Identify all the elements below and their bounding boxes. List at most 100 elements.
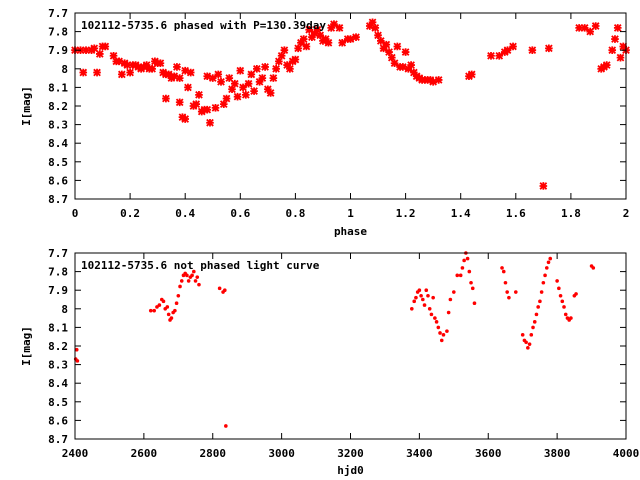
phased-data-point (258, 74, 267, 82)
unphased-y-tick-label: 8.5 (48, 396, 68, 409)
unphased-data-point (217, 286, 222, 291)
phased-data-point (382, 40, 391, 49)
unphased-data-point (190, 273, 194, 278)
unphased-data-point (500, 266, 504, 270)
unphased-x-axis-label: hjd0 (337, 464, 364, 477)
phased-y-tick-label: 8.3 (48, 119, 68, 132)
phased-data-point (393, 42, 402, 51)
phased-data-point (495, 51, 504, 60)
unphased-x-tick-label: 3200 (337, 447, 364, 460)
unphased-data-point (514, 290, 518, 294)
unphased-data-point (192, 269, 196, 274)
phased-data-point (528, 46, 537, 55)
unphased-data-point (412, 299, 417, 304)
phased-y-tick-label: 8.1 (48, 81, 68, 94)
unphased-data-point (569, 316, 573, 320)
unphased-x-tick-label: 3600 (475, 447, 502, 460)
phased-data-point (429, 77, 437, 86)
unphased-data-point (548, 256, 553, 261)
phased-data-point (385, 48, 393, 56)
unphased-data-point (526, 346, 530, 350)
phased-data-point (324, 38, 333, 47)
phased-data-point (173, 63, 181, 71)
unphased-x-tick-label: 4000 (613, 447, 640, 460)
phased-data-point (117, 70, 126, 79)
phased-y-tick-label: 8.4 (48, 137, 68, 150)
phased-data-point (575, 24, 584, 32)
phased-data-point (203, 72, 212, 81)
unphased-data-point (193, 279, 198, 283)
unphased-data-point (455, 273, 460, 278)
phased-data-point (264, 85, 272, 94)
unphased-data-point (434, 320, 439, 324)
unphased-data-point (557, 286, 561, 291)
phased-data-point (379, 44, 388, 53)
phased-data-point (338, 38, 347, 47)
phased-data-point (602, 61, 611, 69)
phased-y-tick-label: 7.7 (48, 7, 68, 20)
phased-data-point (214, 70, 223, 79)
phased-data-point (228, 85, 236, 94)
unphased-data-point (223, 288, 227, 293)
phased-data-point (299, 35, 308, 43)
phased-data-point (387, 53, 396, 62)
phased-data-point (79, 68, 88, 77)
unphased-data-point (185, 273, 189, 278)
unphased-data-point (441, 333, 446, 337)
unphased-y-tick-label: 8.2 (48, 340, 68, 353)
phased-y-tick-label: 8.2 (48, 100, 68, 113)
phased-data-point (164, 70, 173, 79)
unphased-data-point (429, 312, 434, 317)
unphased-data-point (427, 307, 432, 311)
phased-data-point (252, 64, 261, 73)
unphased-data-point (503, 280, 508, 285)
phased-data-point (327, 24, 336, 32)
phased-data-point (222, 94, 231, 103)
phased-data-point (211, 104, 220, 112)
phased-y-tick-label: 8.6 (48, 174, 68, 187)
unphased-data-point (562, 305, 566, 309)
unphased-data-point (534, 312, 539, 317)
phased-data-point (239, 83, 247, 92)
phased-data-point (82, 46, 90, 55)
phased-data-point (115, 57, 123, 66)
phased-x-tick-label: 0 (72, 207, 79, 220)
phased-data-point (509, 42, 517, 51)
phased-x-ticks: 0 0.2 0.4 0.6 0.8 1 1.2 1.4 1.6 1.8 2 (72, 13, 629, 220)
unphased-data-point (157, 303, 162, 307)
phased-data-point (297, 38, 305, 47)
phased-data-point (434, 76, 443, 84)
unphased-y-ticks: 7.7 7.8 7.9 8 8.1 8.2 8.3 8.4 8.5 8.6 8.7 (48, 247, 626, 446)
unphased-data-point (532, 320, 537, 324)
phased-data-point (277, 51, 286, 60)
phased-y-ticks: 7.7 7.8 7.9 8 8.1 8.2 8.3 8.4 8.5 8.6 8.7 (48, 7, 626, 206)
phased-data-point (616, 53, 625, 62)
unphased-data-point (574, 292, 578, 296)
unphased-data-point (438, 331, 442, 335)
phased-x-tick-label: 0.8 (285, 207, 305, 220)
unphased-x-tick-label: 3400 (406, 447, 433, 460)
unphased-data-point (527, 342, 532, 346)
unphased-y-tick-label: 7.8 (48, 266, 68, 279)
unphased-data-point (433, 316, 437, 320)
phased-data-point (346, 35, 355, 43)
unphased-data-point (431, 295, 435, 300)
unphased-data-point (75, 359, 80, 363)
unphased-y-tick-label: 8 (61, 303, 68, 316)
unphased-light-curve-points (73, 251, 596, 428)
unphased-x-tick-label: 2600 (131, 447, 158, 460)
unphased-data-point (169, 316, 174, 320)
unphased-data-point (531, 325, 535, 330)
phased-data-point (619, 42, 628, 51)
phased-data-point (266, 89, 275, 97)
phased-data-point (313, 25, 322, 34)
phased-data-point (162, 94, 170, 103)
unphased-data-point (546, 260, 551, 265)
unphased-data-point (426, 293, 430, 298)
phased-light-curve-points (71, 18, 630, 190)
phased-data-point (208, 74, 217, 82)
phased-data-point (310, 29, 319, 38)
unphased-data-point (560, 299, 565, 304)
unphased-data-point (543, 273, 547, 278)
phased-data-point (374, 31, 382, 40)
